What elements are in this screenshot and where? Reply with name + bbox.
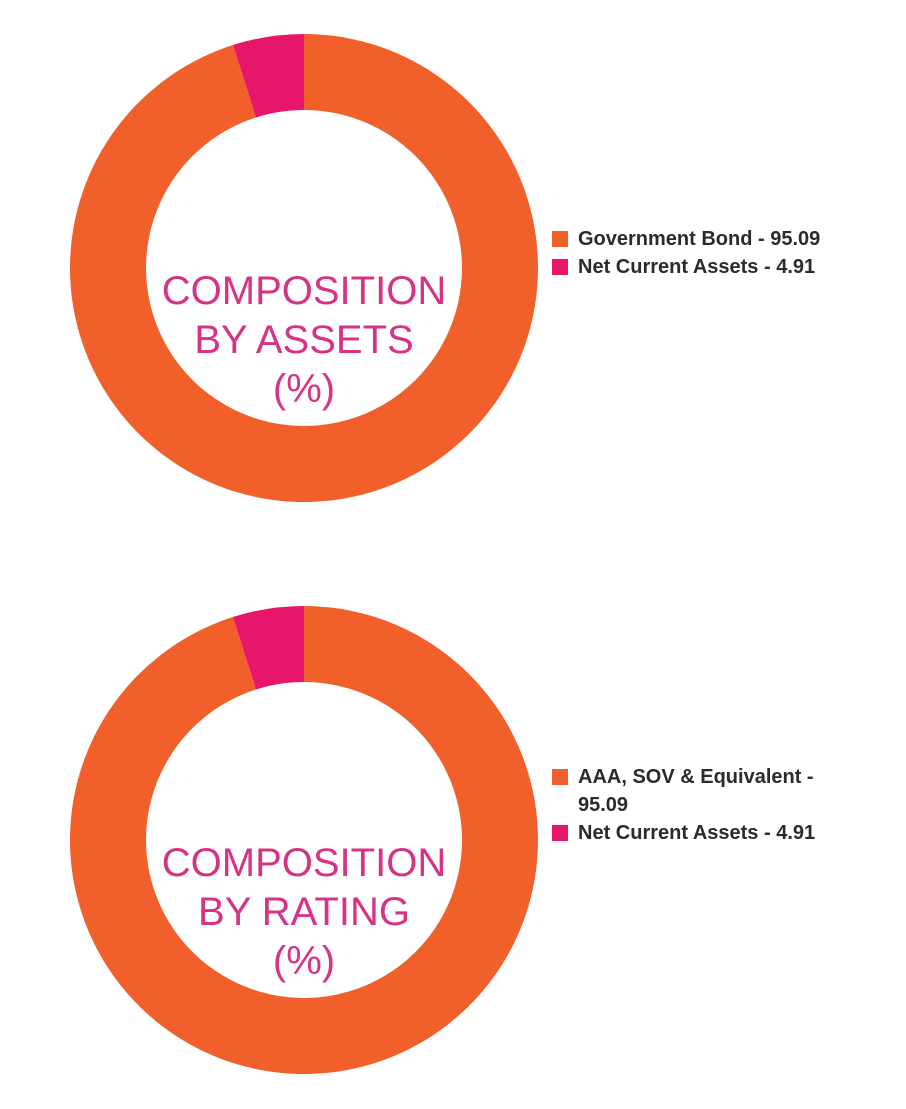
legend-label: Net Current Assets - 4.91 — [578, 256, 816, 278]
legend-swatch — [552, 769, 568, 785]
donut-slice-aaa-sov-equivalent — [70, 606, 539, 1074]
assets-donut: COMPOSITION BY ASSETS (%) — [70, 34, 539, 503]
rating-donut-slices — [70, 606, 539, 1074]
assets-title-line-1: COMPOSITION — [162, 269, 446, 313]
legend-label: AAA, SOV & Equivalent - 95.09 — [578, 766, 814, 816]
rating-title-line-1: COMPOSITION — [162, 841, 446, 885]
rating-title-line-3: (%) — [273, 939, 335, 983]
legend-item-net-current-assets: Net Current Assets - 4.91 — [552, 253, 872, 281]
donut-slice-government-bond — [70, 34, 539, 503]
rating-title-line-2: BY RATING — [198, 890, 410, 934]
legend-swatch — [552, 231, 568, 247]
composition-by-rating-chart: COMPOSITION BY RATING (%) AAA, SOV & Equ… — [0, 592, 906, 1092]
legend-swatch — [552, 259, 568, 275]
composition-by-assets-chart: COMPOSITION BY ASSETS (%) Government Bon… — [0, 20, 906, 520]
rating-legend: AAA, SOV & Equivalent - 95.09 Net Curren… — [552, 763, 872, 847]
donut-slice-net-current-assets — [232, 606, 304, 690]
legend-item-net-current-assets: Net Current Assets - 4.91 — [552, 819, 872, 847]
legend-item-aaa-sov-equivalent: AAA, SOV & Equivalent - 95.09 — [552, 763, 872, 819]
legend-label: Net Current Assets - 4.91 — [578, 822, 816, 844]
assets-legend: Government Bond - 95.09 Net Current Asse… — [552, 225, 872, 281]
assets-donut-slices — [70, 34, 539, 503]
legend-item-government-bond: Government Bond - 95.09 — [552, 225, 872, 253]
legend-label: Government Bond - 95.09 — [578, 228, 821, 250]
legend-swatch — [552, 825, 568, 841]
assets-title-line-3: (%) — [273, 367, 335, 411]
assets-title-line-2: BY ASSETS — [194, 318, 413, 362]
rating-donut: COMPOSITION BY RATING (%) — [70, 606, 539, 1074]
donut-slice-net-current-assets — [232, 34, 304, 118]
